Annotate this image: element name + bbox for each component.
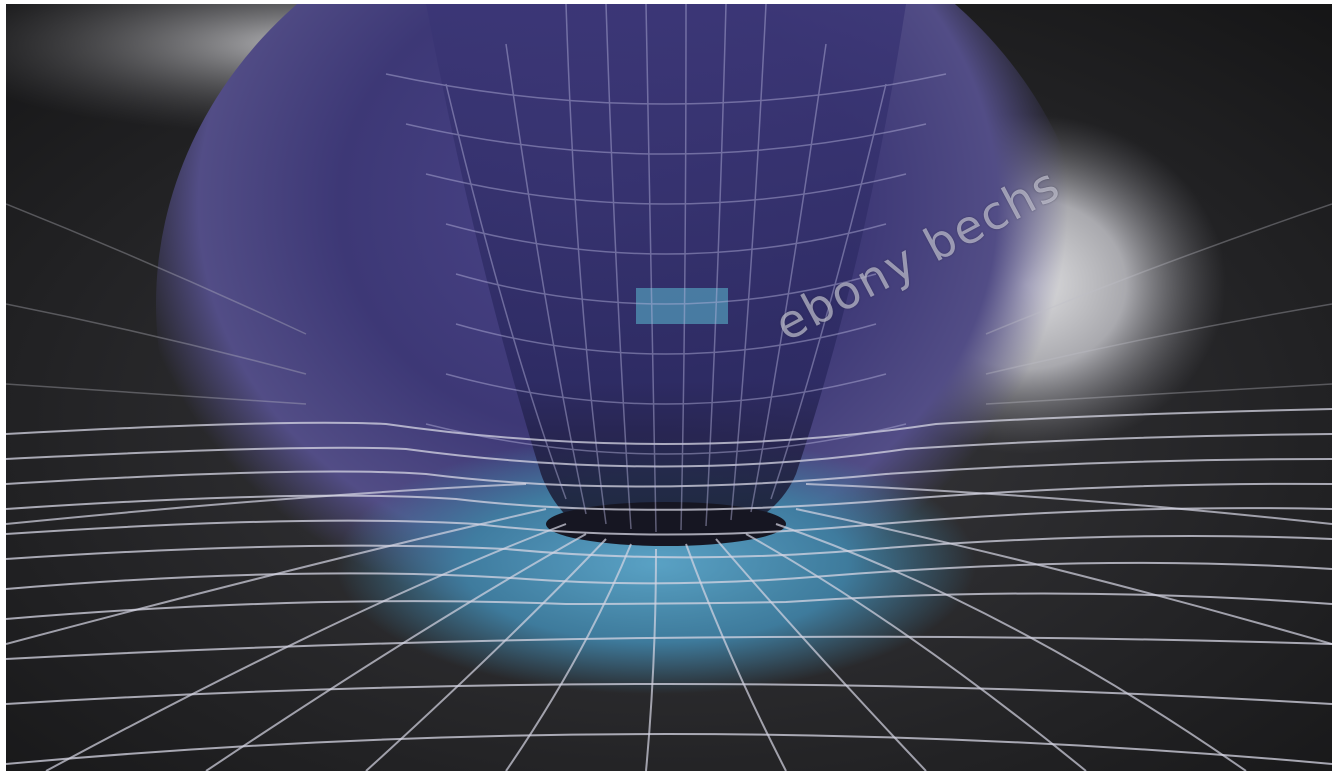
funnel-wall-lines (385, 4, 947, 533)
grid-radials (6, 483, 1332, 771)
center-highlight (636, 288, 728, 324)
funnel-throat (426, 4, 906, 544)
grid-rings (6, 408, 1332, 765)
background-grid-lines (6, 203, 1332, 405)
funnel-bottom (546, 502, 786, 546)
spacetime-grid-illustration (6, 4, 1332, 771)
gravity-well-image: ebony bechs (6, 4, 1332, 771)
